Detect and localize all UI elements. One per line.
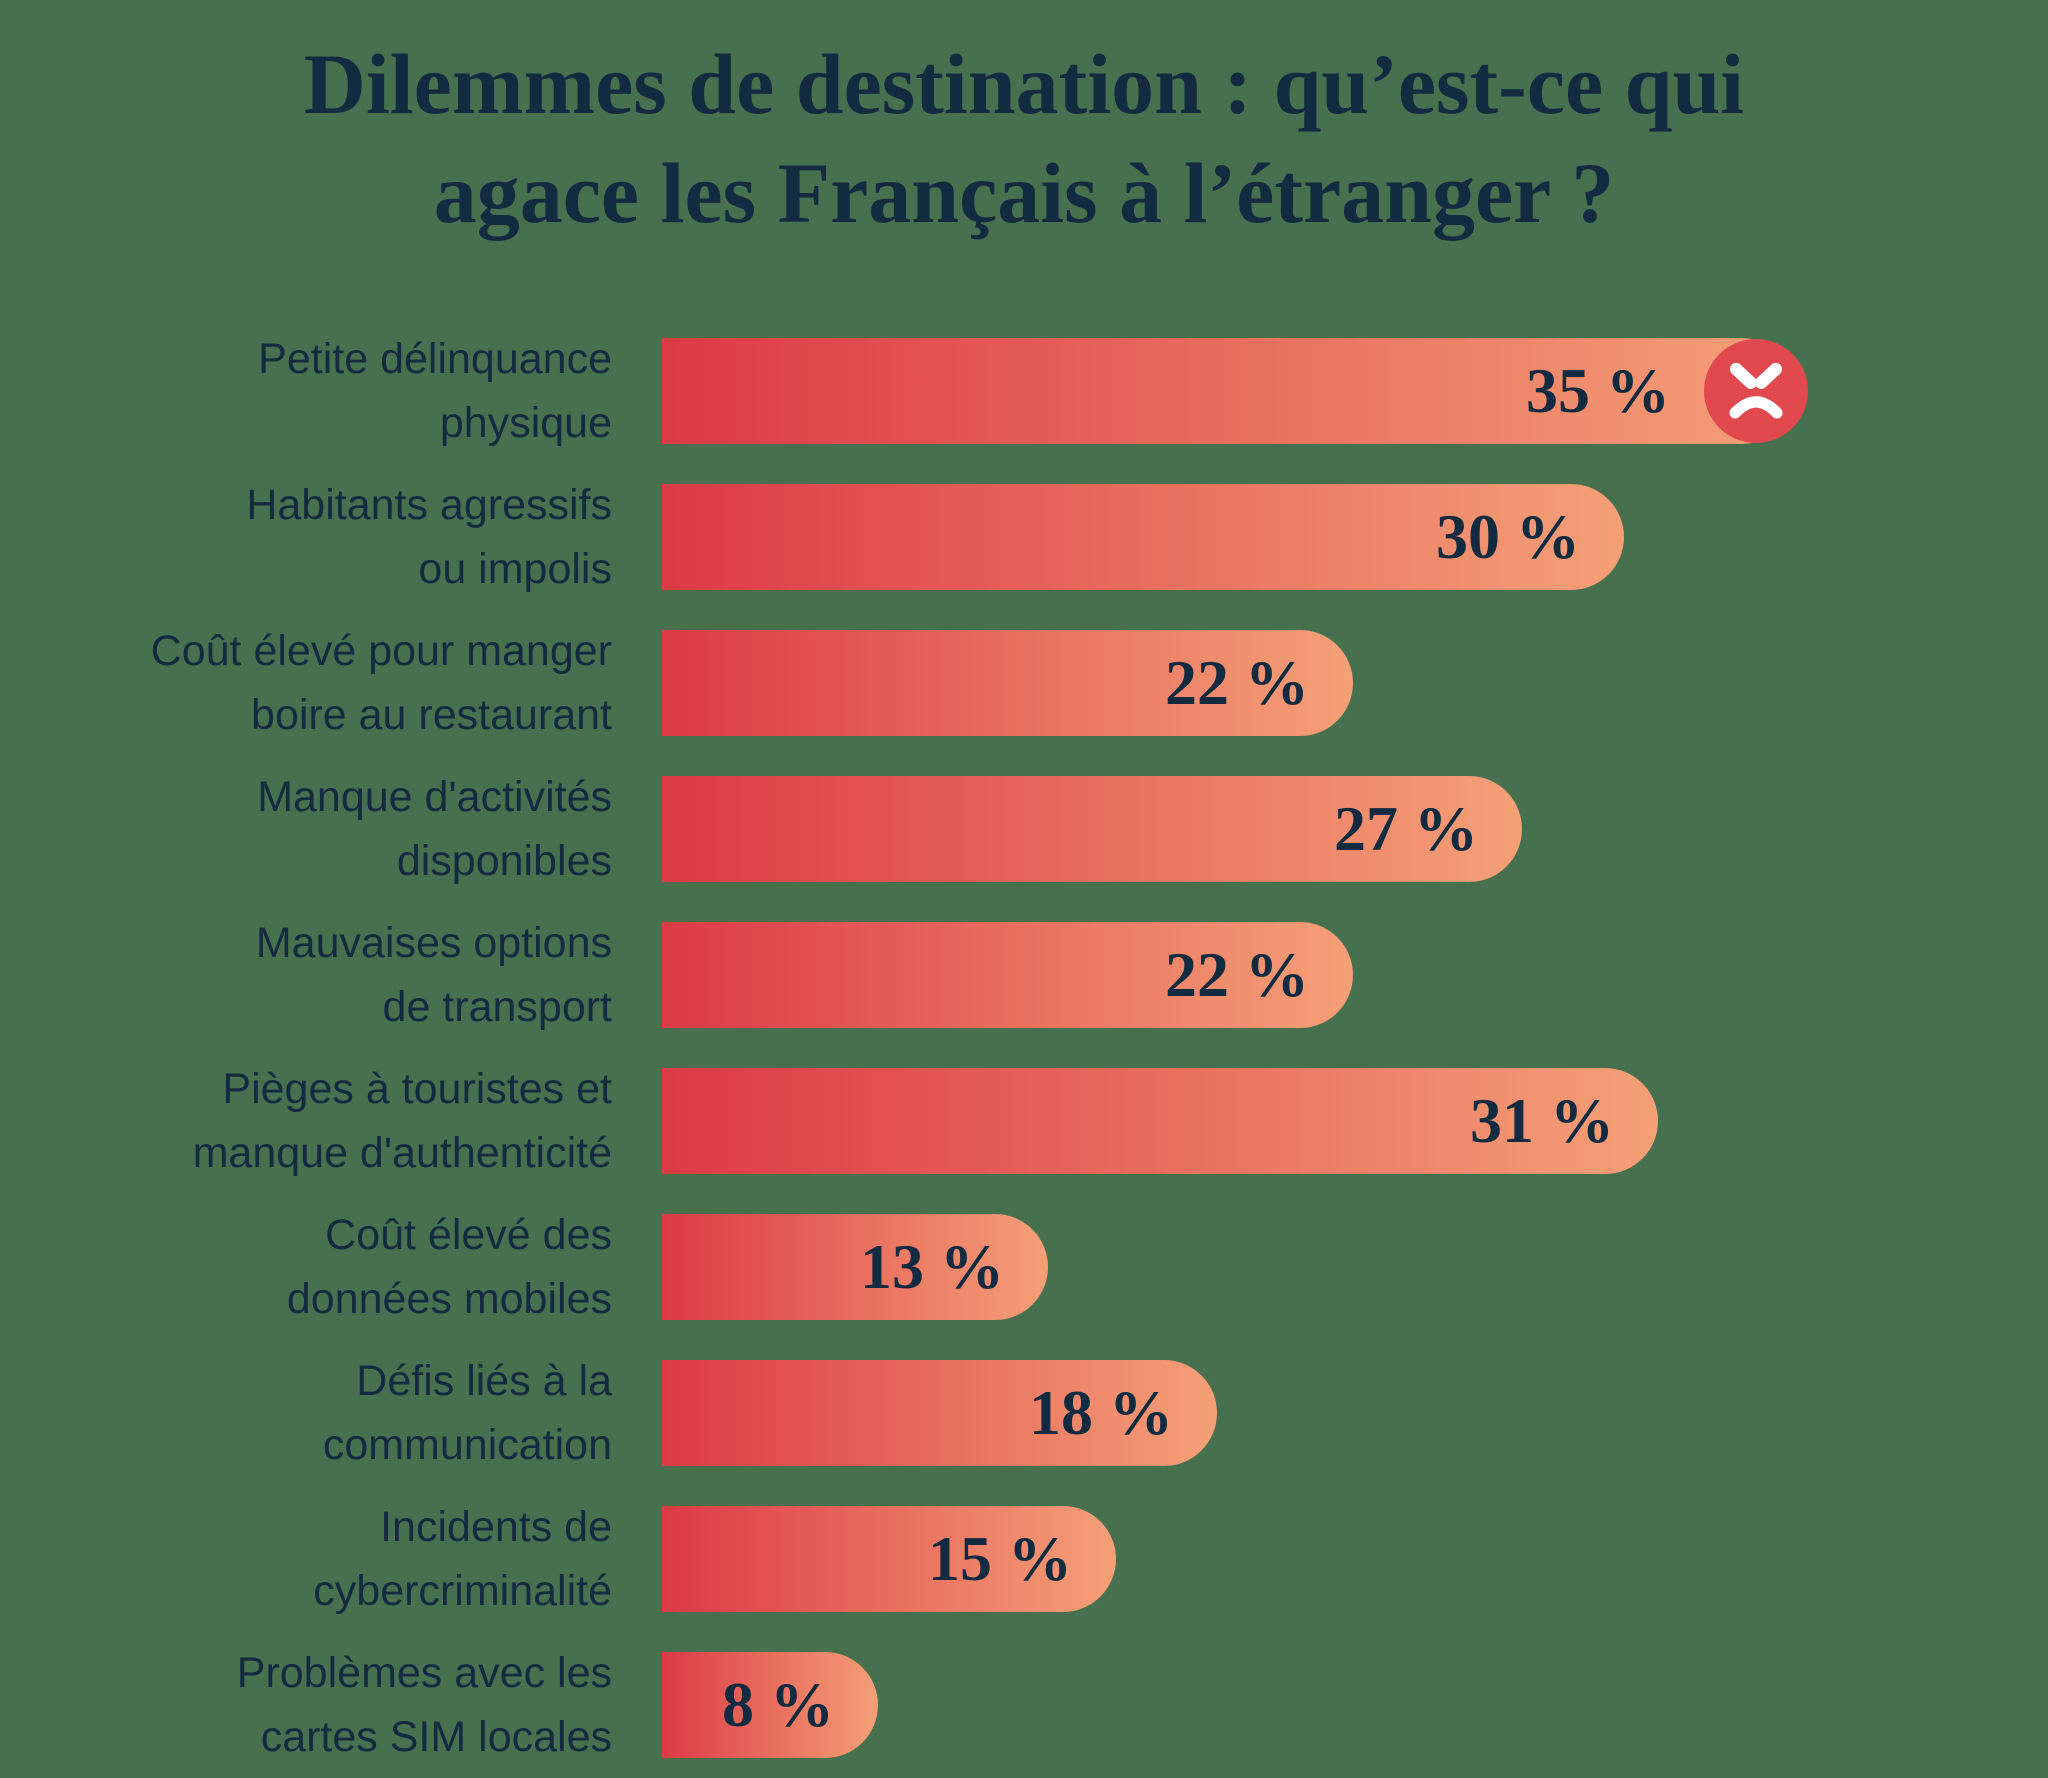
category-label-line-2: cybercriminalité bbox=[313, 1567, 612, 1615]
bar-area: 15 % bbox=[662, 1506, 2048, 1612]
bar-row: Mauvaises options de transport 22 % bbox=[0, 902, 2048, 1048]
bar-row: Coût élevé des données mobiles 13 % bbox=[0, 1194, 2048, 1340]
bar-area: 27 % bbox=[662, 776, 2048, 882]
bar-area: 35 % bbox=[662, 338, 2048, 444]
bar: 35 % bbox=[662, 338, 1808, 444]
category-label-line-2: ou impolis bbox=[418, 545, 612, 593]
bar-row: Petite délinquance physique 35 % bbox=[0, 318, 2048, 464]
bar: 27 % bbox=[662, 776, 1522, 882]
bar-area: 8 % bbox=[662, 1652, 2048, 1758]
category-label-line-1: Incidents de bbox=[380, 1502, 612, 1551]
bar-row: Problèmes avec les cartes SIM locales 8 … bbox=[0, 1632, 2048, 1778]
category-label-line-1: Défis liés à la bbox=[356, 1356, 612, 1405]
category-label: Défis liés à la communication bbox=[0, 1349, 612, 1478]
bar: 8 % bbox=[662, 1652, 878, 1758]
value-label: 13 % bbox=[860, 1231, 1004, 1302]
category-label: Coût élevé des données mobiles bbox=[0, 1203, 612, 1332]
value-label: 35 % bbox=[1526, 355, 1670, 426]
value-label: 15 % bbox=[928, 1523, 1072, 1594]
bar-area: 22 % bbox=[662, 630, 2048, 736]
category-label: Incidents de cybercriminalité bbox=[0, 1495, 612, 1624]
category-label-line-1: Petite délinquance bbox=[258, 334, 612, 383]
category-label-line-1: Coût élevé des bbox=[325, 1210, 612, 1259]
bar-area: 31 % bbox=[662, 1068, 2048, 1174]
category-label: Coût élevé pour manger boire au restaura… bbox=[0, 619, 612, 748]
bar: 13 % bbox=[662, 1214, 1048, 1320]
category-label-line-1: Manque d'activités bbox=[257, 772, 612, 821]
bar-row: Incidents de cybercriminalité 15 % bbox=[0, 1486, 2048, 1632]
bar-row: Pièges à touristes et manque d'authentic… bbox=[0, 1048, 2048, 1194]
category-label-line-1: Pièges à touristes et bbox=[222, 1064, 612, 1113]
bar-row: Manque d'activités disponibles 27 % bbox=[0, 756, 2048, 902]
bar-area: 13 % bbox=[662, 1214, 2048, 1320]
category-label-line-2: boire au restaurant bbox=[251, 691, 612, 739]
bar: 30 % bbox=[662, 484, 1624, 590]
category-label-line-2: de transport bbox=[382, 983, 612, 1031]
category-label-line-2: manque d'authenticité bbox=[192, 1129, 612, 1177]
angry-face-icon bbox=[1704, 339, 1808, 443]
category-label-line-2: données mobiles bbox=[286, 1275, 612, 1323]
bar-area: 18 % bbox=[662, 1360, 2048, 1466]
category-label-line-1: Coût élevé pour manger bbox=[150, 626, 612, 675]
category-label-line-1: Mauvaises options bbox=[255, 918, 612, 967]
bar-row: Habitants agressifs ou impolis 30 % bbox=[0, 464, 2048, 610]
bar: 15 % bbox=[662, 1506, 1116, 1612]
category-label: Habitants agressifs ou impolis bbox=[0, 473, 612, 602]
bar-chart: Petite délinquance physique 35 % Habitan… bbox=[0, 318, 2048, 1778]
value-label: 8 % bbox=[722, 1669, 834, 1740]
value-label: 30 % bbox=[1436, 501, 1580, 572]
page-title-line-2: agace les Français à l’étranger ? bbox=[433, 145, 1615, 242]
value-label: 27 % bbox=[1334, 793, 1478, 864]
category-label-line-2: disponibles bbox=[396, 837, 612, 885]
value-label: 22 % bbox=[1165, 647, 1309, 718]
category-label: Mauvaises options de transport bbox=[0, 911, 612, 1040]
category-label: Petite délinquance physique bbox=[0, 327, 612, 456]
category-label: Pièges à touristes et manque d'authentic… bbox=[0, 1057, 612, 1186]
category-label-line-2: communication bbox=[322, 1421, 612, 1469]
bar: 31 % bbox=[662, 1068, 1658, 1174]
bar-area: 30 % bbox=[662, 484, 2048, 590]
bar: 18 % bbox=[662, 1360, 1217, 1466]
page-title-line-1: Dilemmes de destination : qu’est-ce qui bbox=[303, 36, 1745, 132]
value-label: 22 % bbox=[1165, 939, 1309, 1010]
bar-row: Coût élevé pour manger boire au restaura… bbox=[0, 610, 2048, 756]
bar: 22 % bbox=[662, 922, 1353, 1028]
category-label-line-1: Problèmes avec les bbox=[236, 1648, 612, 1697]
bar-row: Défis liés à la communication 18 % bbox=[0, 1340, 2048, 1486]
value-label: 18 % bbox=[1029, 1377, 1173, 1448]
category-label: Manque d'activités disponibles bbox=[0, 765, 612, 894]
bar: 22 % bbox=[662, 630, 1353, 736]
bar-rows: Petite délinquance physique 35 % Habitan… bbox=[0, 318, 2048, 1778]
category-label: Problèmes avec les cartes SIM locales bbox=[0, 1641, 612, 1770]
bar-area: 22 % bbox=[662, 922, 2048, 1028]
page-title: Dilemmes de destination : qu’est-ce qui … bbox=[144, 0, 1904, 248]
category-label-line-1: Habitants agressifs bbox=[246, 480, 612, 529]
value-label: 31 % bbox=[1470, 1085, 1614, 1156]
category-label-line-2: cartes SIM locales bbox=[260, 1713, 612, 1761]
category-label-line-2: physique bbox=[439, 399, 612, 447]
